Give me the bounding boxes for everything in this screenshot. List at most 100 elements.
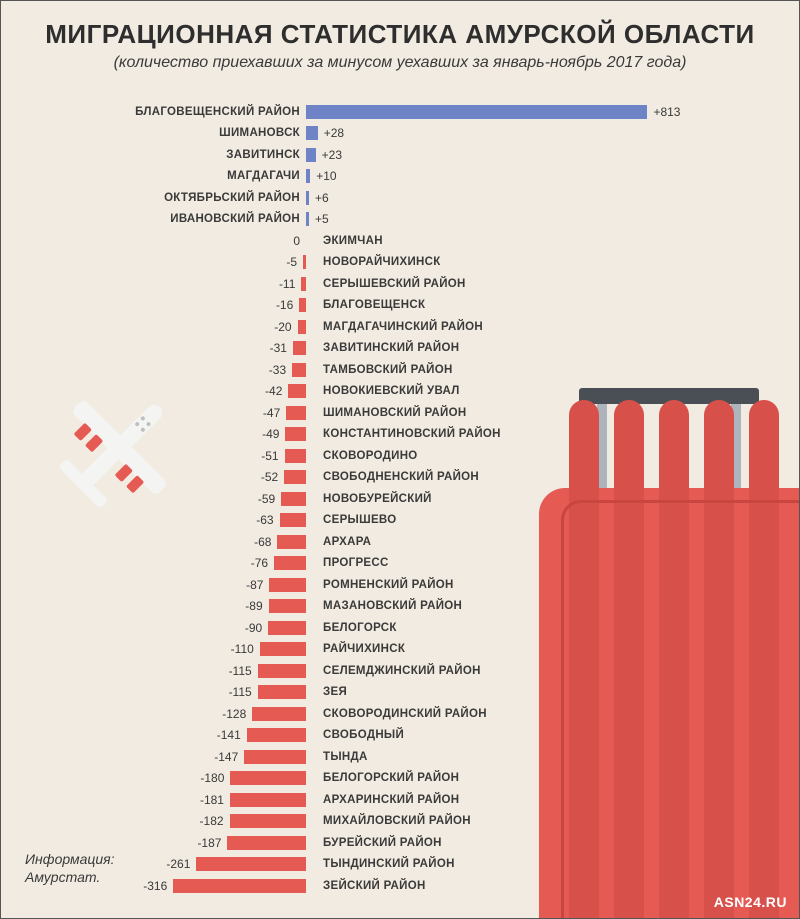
row-value: -182 xyxy=(200,814,224,828)
bar-negative xyxy=(292,363,306,377)
row-value: +5 xyxy=(315,212,329,226)
row-label: МАГДАГАЧИНСКИЙ РАЙОН xyxy=(323,321,483,333)
chart-row: -87РОМНЕНСКИЙ РАЙОН xyxy=(1,574,800,596)
page-title: МИГРАЦИОННАЯ СТАТИСТИКА АМУРСКОЙ ОБЛАСТИ xyxy=(1,1,799,50)
bar-negative xyxy=(288,384,306,398)
bar-negative xyxy=(258,664,306,678)
row-label: ЗАВИТИНСК xyxy=(226,149,300,161)
row-value: -89 xyxy=(245,599,262,613)
row-value: -59 xyxy=(258,492,275,506)
row-value: -63 xyxy=(256,513,273,527)
row-label: СЕРЫШЕВСКИЙ РАЙОН xyxy=(323,278,466,290)
row-label: НОВОБУРЕЙСКИЙ xyxy=(323,493,432,505)
chart-row: -47 ШИМАНОВСКИЙ РАЙОН xyxy=(1,402,800,424)
row-value: -316 xyxy=(143,879,167,893)
row-value: +813 xyxy=(653,105,680,119)
row-value: -20 xyxy=(274,320,291,334)
chart-row: -59 НОВОБУРЕЙСКИЙ xyxy=(1,488,800,510)
row-label: ШИМАНОВСКИЙ РАЙОН xyxy=(323,407,466,419)
chart-row: -141СВОБОДНЫЙ xyxy=(1,725,800,747)
row-value: -51 xyxy=(261,449,278,463)
row-label: МАЗАНОВСКИЙ РАЙОН xyxy=(323,600,462,612)
chart-row: -5НОВОРАЙЧИХИНСК xyxy=(1,252,800,274)
row-value: -31 xyxy=(270,341,287,355)
row-label: СВОБОДНЕНСКИЙ РАЙОН xyxy=(323,471,479,483)
row-value: +23 xyxy=(322,148,342,162)
row-label: СЕЛЕМДЖИНСКИЙ РАЙОН xyxy=(323,665,481,677)
row-label: РОМНЕНСКИЙ РАЙОН xyxy=(323,579,454,591)
bar-negative xyxy=(258,685,306,699)
chart-row: -110РАЙЧИХИНСК xyxy=(1,639,800,661)
bar-negative xyxy=(173,879,306,893)
row-label: СКОВОРОДИНСКИЙ РАЙОН xyxy=(323,708,487,720)
bar-negative xyxy=(268,621,306,635)
chart-row: ИВАНОВСКИЙ РАЙОН +5 xyxy=(1,209,800,231)
chart-row: -115СЕЛЕМДЖИНСКИЙ РАЙОН xyxy=(1,660,800,682)
chart-row: ЗАВИТИНСК +23 xyxy=(1,144,800,166)
bar-negative xyxy=(252,707,306,721)
chart-row: -181АРХАРИНСКИЙ РАЙОН xyxy=(1,789,800,811)
row-value: -261 xyxy=(166,857,190,871)
bar-negative xyxy=(230,814,306,828)
chart-row: -316 ЗЕЙСКИЙ РАЙОН xyxy=(1,875,800,897)
row-label: КОНСТАНТИНОВСКИЙ РАЙОН xyxy=(323,428,501,440)
row-value: -141 xyxy=(217,728,241,742)
row-label: ОКТЯБРЬСКИЙ РАЙОН xyxy=(164,192,300,204)
row-label: БУРЕЙСКИЙ РАЙОН xyxy=(323,837,442,849)
row-label: РАЙЧИХИНСК xyxy=(323,643,405,655)
chart-row: -76ПРОГРЕСС xyxy=(1,553,800,575)
chart-row: -52СВОБОДНЕНСКИЙ РАЙОН xyxy=(1,467,800,489)
row-label: ЗЕЙСКИЙ РАЙОН xyxy=(323,880,426,892)
bar-negative xyxy=(284,470,306,484)
chart-row: -180 БЕЛОГОРСКИЙ РАЙОН xyxy=(1,768,800,790)
bar-negative xyxy=(247,728,306,742)
chart-row: -261ТЫНДИНСКИЙ РАЙОН xyxy=(1,854,800,876)
source-line2: Амурстат. xyxy=(25,869,100,885)
row-value: -11 xyxy=(279,277,295,291)
chart-row: БЛАГОВЕЩЕНСКИЙ РАЙОН +813 xyxy=(1,101,800,123)
row-label: ТАМБОВСКИЙ РАЙОН xyxy=(323,364,453,376)
row-label: ИВАНОВСКИЙ РАЙОН xyxy=(170,213,300,225)
row-label: ШИМАНОВСК xyxy=(219,127,300,139)
migration-chart: БЛАГОВЕЩЕНСКИЙ РАЙОН +813 ШИМАНОВСК +28 ЗАВИ… xyxy=(1,101,800,897)
chart-row: -20 МАГДАГАЧИНСКИЙ РАЙОН xyxy=(1,316,800,338)
row-value: -47 xyxy=(263,406,280,420)
chart-row: -31ЗАВИТИНСКИЙ РАЙОН xyxy=(1,338,800,360)
row-value: -68 xyxy=(254,535,271,549)
chart-row: -182МИХАЙЛОВСКИЙ РАЙОН xyxy=(1,811,800,833)
row-value: -5 xyxy=(286,255,297,269)
row-value: +28 xyxy=(324,126,344,140)
bar-positive xyxy=(306,212,309,226)
bar-negative xyxy=(244,750,306,764)
chart-row: -63 СЕРЫШЕВО xyxy=(1,510,800,532)
chart-row: МАГДАГАЧИ +10 xyxy=(1,166,800,188)
row-value: +10 xyxy=(316,169,336,183)
row-label: НОВОКИЕВСКИЙ УВАЛ xyxy=(323,385,460,397)
bar-negative xyxy=(274,556,306,570)
row-value: -180 xyxy=(200,771,224,785)
row-label: СКОВОРОДИНО xyxy=(323,450,418,462)
bar-negative xyxy=(260,642,306,656)
bar-negative xyxy=(298,320,306,334)
row-label: СЕРЫШЕВО xyxy=(323,514,397,526)
row-value: -33 xyxy=(269,363,286,377)
bar-negative xyxy=(299,298,306,312)
chart-row: 0ЭКИМЧАН xyxy=(1,230,800,252)
bar-positive xyxy=(306,191,309,205)
row-label: АРХАРИНСКИЙ РАЙОН xyxy=(323,794,459,806)
chart-row: -128СКОВОРОДИНСКИЙ РАЙОН xyxy=(1,703,800,725)
chart-row: -115ЗЕЯ xyxy=(1,682,800,704)
row-label: ТЫНДА xyxy=(323,751,368,763)
bar-negative xyxy=(230,793,306,807)
infographic-page: МИГРАЦИОННАЯ СТАТИСТИКА АМУРСКОЙ ОБЛАСТИ… xyxy=(0,0,800,919)
row-label: МАГДАГАЧИ xyxy=(227,170,300,182)
bar-negative xyxy=(196,857,306,871)
row-value: -42 xyxy=(265,384,282,398)
chart-row: ШИМАНОВСК +28 xyxy=(1,123,800,145)
row-value: -16 xyxy=(276,298,293,312)
row-label: БЕЛОГОРСКИЙ РАЙОН xyxy=(323,772,459,784)
row-label: БЛАГОВЕЩЕНСК xyxy=(323,299,425,311)
row-label: БЛАГОВЕЩЕНСКИЙ РАЙОН xyxy=(135,106,300,118)
row-value: -90 xyxy=(245,621,262,635)
chart-row: -33 ТАМБОВСКИЙ РАЙОН xyxy=(1,359,800,381)
